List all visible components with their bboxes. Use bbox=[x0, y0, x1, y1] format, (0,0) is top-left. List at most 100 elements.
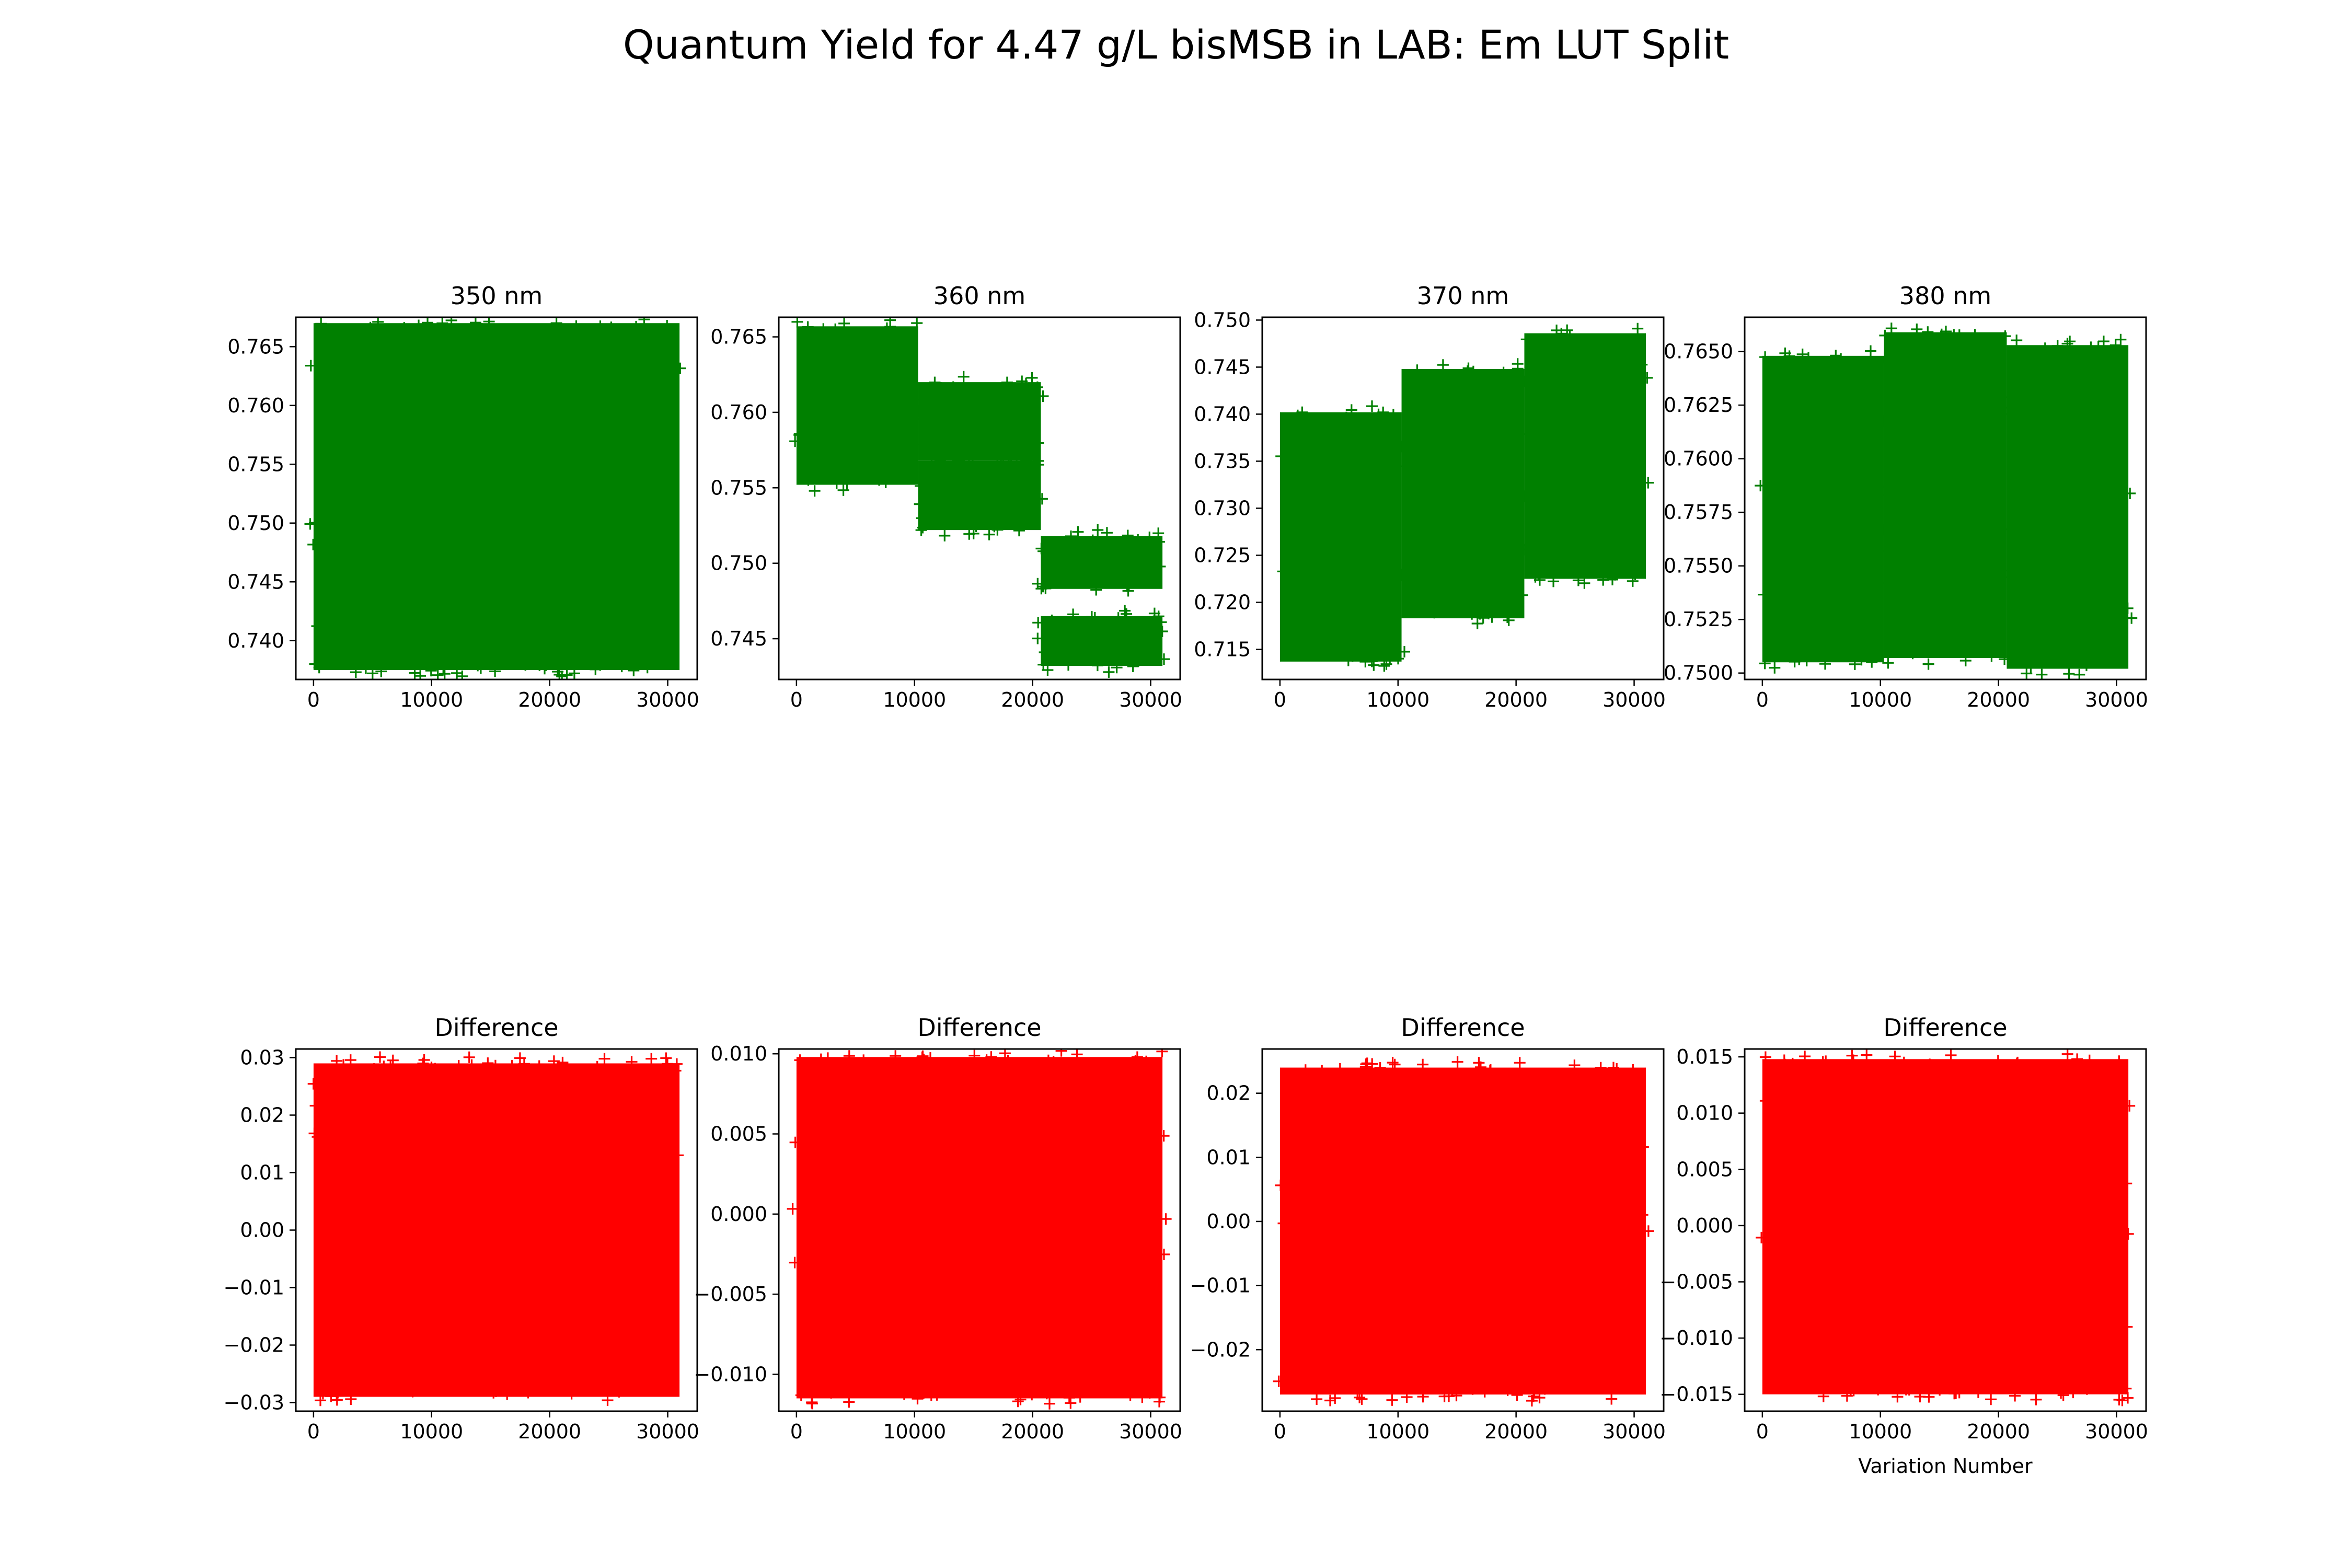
data-series-4-band bbox=[1041, 536, 1163, 589]
x-tick-label: 10000 bbox=[1849, 1420, 1912, 1443]
y-tick-label: 0.745 bbox=[1194, 355, 1251, 378]
data-series-1-band bbox=[796, 326, 918, 485]
y-tick-label: 0.010 bbox=[1676, 1102, 1733, 1125]
y-tick-label: −0.010 bbox=[694, 1363, 767, 1386]
axes-frame bbox=[1261, 316, 1665, 681]
y-tick-label: 0.7650 bbox=[1664, 340, 1733, 363]
data-series-group bbox=[1755, 322, 2138, 679]
y-tick-label: 0.005 bbox=[710, 1123, 767, 1146]
y-tick-label: 0.750 bbox=[1194, 308, 1251, 331]
data-series-3-band bbox=[918, 460, 1041, 531]
data-series-3-band bbox=[1524, 333, 1646, 579]
data-series-group bbox=[787, 1049, 1172, 1410]
subplot-title: 370 nm bbox=[1417, 282, 1509, 310]
subplot-1: 350 nm 0 10000 20000 30000 0.740 0.745 0.750 0.7… bbox=[227, 282, 699, 711]
x-tick-label: 10000 bbox=[1849, 688, 1912, 711]
x-tick-label: 20000 bbox=[1001, 688, 1064, 711]
axes-layer: 350 nm 0 10000 20000 30000 0.740 0.745 0.750 0.7… bbox=[224, 282, 2148, 1478]
x-tick-label: 30000 bbox=[1602, 688, 1666, 711]
y-tick-label: −0.02 bbox=[224, 1334, 284, 1357]
x-tick-label: 0 bbox=[1756, 1420, 1769, 1443]
x-tick-label: 10000 bbox=[1366, 688, 1429, 711]
x-tick-label: 0 bbox=[1274, 1420, 1286, 1443]
x-tick-label: 0 bbox=[790, 1420, 803, 1443]
y-tick-label: 0.750 bbox=[227, 512, 284, 535]
data-series-group bbox=[1273, 1056, 1654, 1406]
figure-title: Quantum Yield for 4.47 g/L bisMSB in LAB… bbox=[623, 21, 1729, 68]
x-tick-label: 10000 bbox=[883, 688, 946, 711]
y-tick-label: 0.00 bbox=[240, 1219, 284, 1242]
y-tick-label: −0.01 bbox=[1190, 1274, 1251, 1297]
y-tick-label: −0.01 bbox=[224, 1276, 284, 1299]
x-tick-label: 20000 bbox=[518, 1420, 581, 1443]
axes-frame bbox=[778, 1048, 1181, 1412]
x-tick-label: 30000 bbox=[1119, 1420, 1182, 1443]
x-tick-label: 30000 bbox=[636, 688, 699, 711]
y-tick-label: 0.765 bbox=[227, 335, 284, 358]
data-series-1-band bbox=[313, 323, 680, 670]
data-series-5-markers bbox=[1032, 605, 1170, 678]
y-tick-label: 0.010 bbox=[710, 1042, 767, 1065]
axes-frame bbox=[1744, 1048, 2147, 1412]
subplot-title: Difference bbox=[1883, 1013, 2007, 1042]
y-tick-label: 0.03 bbox=[240, 1046, 284, 1069]
y-tick-label: −0.010 bbox=[1659, 1327, 1733, 1350]
y-tick-label: 0.745 bbox=[227, 570, 284, 593]
y-tick-label: 0.005 bbox=[1676, 1158, 1733, 1181]
y-tick-label: 0.02 bbox=[1206, 1082, 1251, 1105]
y-tick-label: 0.735 bbox=[1194, 449, 1251, 472]
y-tick-label: 0.765 bbox=[710, 326, 767, 349]
data-series-1-band bbox=[1279, 1067, 1646, 1395]
axes-frame bbox=[778, 316, 1181, 681]
y-tick-label: 0.7525 bbox=[1664, 608, 1733, 631]
y-tick-label: 0.7500 bbox=[1664, 662, 1733, 685]
axes-frame bbox=[1261, 1048, 1665, 1412]
subplot-6: Difference 0 10000 20000 30000 −0.010 −0.005 0.… bbox=[694, 1013, 1182, 1443]
y-tick-label: 0.01 bbox=[1206, 1146, 1251, 1169]
data-series-1-markers bbox=[787, 1049, 1172, 1410]
y-tick-label: 0.740 bbox=[227, 629, 284, 652]
y-tick-label: 0.000 bbox=[710, 1203, 767, 1226]
data-series-1-markers bbox=[1756, 1049, 2136, 1406]
y-tick-label: 0.740 bbox=[1194, 402, 1251, 425]
y-tick-label: 0.01 bbox=[240, 1161, 284, 1184]
x-tick-label: 10000 bbox=[400, 1420, 463, 1443]
data-series-1-band bbox=[1762, 1059, 2129, 1394]
data-series-5-band bbox=[1041, 616, 1163, 666]
x-tick-label: 0 bbox=[790, 688, 803, 711]
axes-frame bbox=[1744, 316, 2147, 681]
x-axis-label: Variation Number bbox=[1858, 1455, 2033, 1478]
y-tick-label: 0.750 bbox=[710, 552, 767, 575]
y-tick-label: 0.760 bbox=[710, 401, 767, 424]
data-series-2-markers bbox=[1875, 322, 2016, 670]
y-tick-label: 0.760 bbox=[227, 394, 284, 417]
subplot-3: 370 nm 0 10000 20000 30000 0.715 0.720 0.725 0.7… bbox=[1194, 282, 1666, 711]
y-tick-label: 0.7550 bbox=[1664, 555, 1733, 578]
subplot-7: Difference 0 10000 20000 30000 −0.02 −0.01 0.00… bbox=[1190, 1013, 1666, 1443]
data-series-2-band bbox=[1884, 332, 2007, 658]
y-tick-label: 0.725 bbox=[1194, 544, 1251, 567]
x-tick-label: 0 bbox=[1274, 688, 1286, 711]
y-tick-label: 0.7600 bbox=[1664, 447, 1733, 470]
data-series-3-markers bbox=[1997, 333, 2138, 679]
data-series-1-band bbox=[796, 1057, 1163, 1399]
y-tick-label: −0.02 bbox=[1190, 1338, 1251, 1361]
y-tick-label: 0.7575 bbox=[1664, 501, 1733, 524]
x-tick-label: 20000 bbox=[1484, 1420, 1548, 1443]
data-series-group bbox=[1275, 322, 1654, 672]
y-tick-label: −0.03 bbox=[224, 1391, 284, 1414]
data-series-group bbox=[1756, 1049, 2136, 1406]
y-tick-label: −0.005 bbox=[1659, 1271, 1733, 1294]
data-series-1-markers bbox=[1273, 1056, 1654, 1406]
subplot-4: 380 nm 0 10000 20000 30000 0.7500 0.7525 0.7550… bbox=[1664, 282, 2148, 711]
data-series-group bbox=[789, 317, 1170, 678]
data-series-1-band bbox=[1762, 355, 1884, 663]
y-tick-label: 0.715 bbox=[1194, 638, 1251, 661]
data-series-1-band bbox=[1279, 412, 1402, 662]
subplot-2: 360 nm 0 10000 20000 30000 0.745 0.750 0.755 0.7… bbox=[710, 282, 1182, 711]
subplot-8: Difference 0 10000 20000 30000 −0.015 −0.010 −0… bbox=[1659, 1013, 2148, 1478]
subplot-title: 380 nm bbox=[1899, 282, 1991, 310]
data-series-4-markers bbox=[1032, 524, 1166, 597]
x-tick-label: 0 bbox=[307, 688, 320, 711]
